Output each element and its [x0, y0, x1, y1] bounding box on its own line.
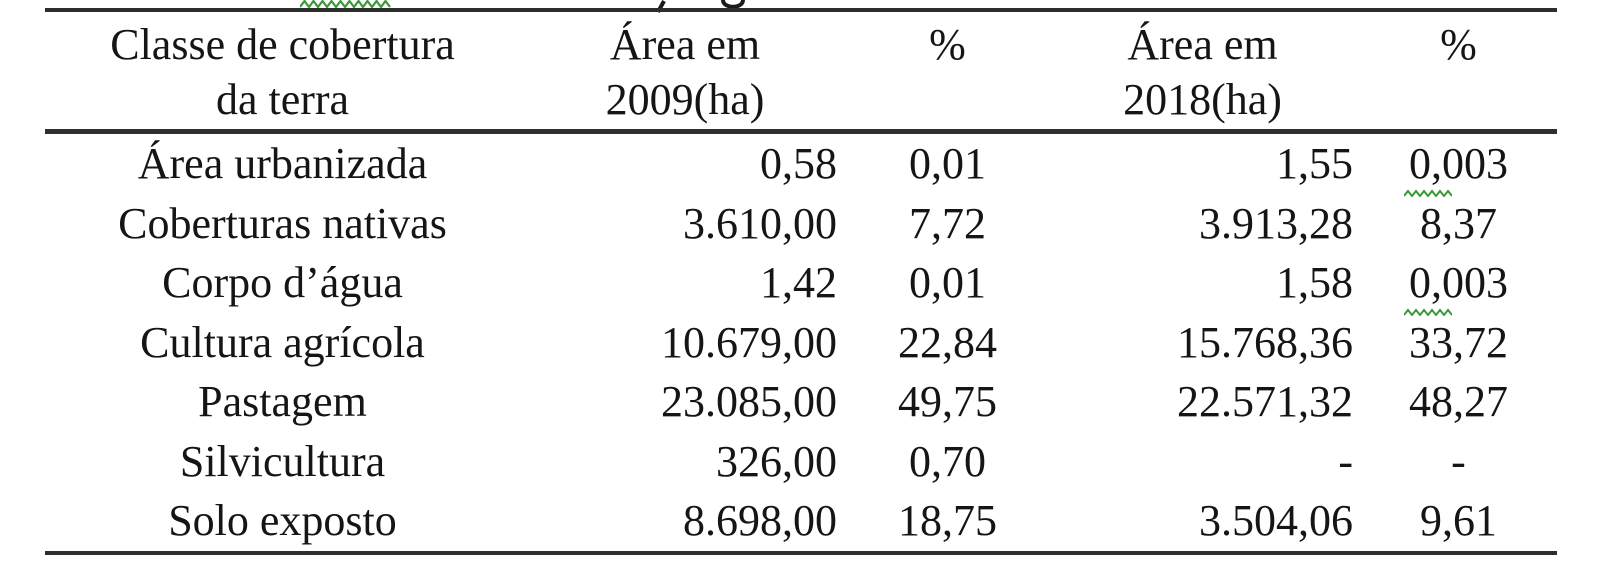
- header-area-2018: Área em 2018(ha): [1045, 12, 1360, 129]
- cell-pct-2018: 0,003: [1360, 253, 1557, 317]
- header-classe-line2: da terra: [215, 75, 350, 124]
- spellcheck-squiggle: [1404, 308, 1452, 317]
- spellcheck-squiggle: [1404, 189, 1452, 198]
- cell-area-2018: -: [1338, 436, 1353, 486]
- header-area-2018-line2: 2018(ha): [1123, 75, 1282, 124]
- cell-classe: Pastagem: [198, 377, 367, 427]
- table-body: Área urbanizada 0,58 0,01 1,55 0,003 Cob…: [45, 134, 1557, 551]
- cell-area-2009: 23.085,00: [661, 377, 837, 427]
- cell-pct-2009: 0,70: [909, 436, 986, 486]
- cell-area-2018: 15.768,36: [1177, 317, 1353, 367]
- cell-classe: Silvicultura: [179, 436, 386, 486]
- header-pct-2018: %: [1440, 20, 1477, 69]
- cell-area-2018: 3.504,06: [1199, 496, 1353, 546]
- cell-classe: Coberturas nativas: [118, 198, 447, 248]
- cell-area-2009: 3.610,00: [683, 198, 837, 248]
- cell-pct-2009: 49,75: [898, 377, 997, 427]
- header-area-2018-line1: Área em: [1127, 20, 1278, 69]
- header-classe: Classe de cobertura da terra: [45, 12, 520, 129]
- cell-pct-2018: 8,37: [1420, 198, 1497, 248]
- table-row-corpo-dagua: Corpo d’água 1,42 0,01 1,58 0,003: [45, 253, 1557, 317]
- cell-area-2018: 1,55: [1276, 139, 1353, 189]
- cell-classe: Cultura agrícola: [140, 317, 425, 367]
- cell-pct-2018: 48,27: [1409, 377, 1508, 427]
- table-row-cultura-agricola: Cultura agrícola 10.679,00 22,84 15.768,…: [45, 313, 1557, 373]
- cell-classe: Área urbanizada: [137, 139, 428, 189]
- header-area-2009: Área em 2009(ha): [520, 12, 850, 129]
- header-pct-2009: %: [929, 20, 966, 69]
- cell-area-2018: 22.571,32: [1177, 377, 1353, 427]
- header-area-2009-line2: 2009(ha): [605, 75, 765, 124]
- cell-area-2009: 10.679,00: [661, 317, 837, 367]
- cell-pct-2009: 18,75: [898, 496, 997, 546]
- header-classe-line1: Classe de cobertura: [110, 20, 455, 69]
- cell-classe: Corpo d’água: [162, 258, 403, 308]
- header-area-2009-line1: Área em: [609, 20, 761, 69]
- cell-pct-2009: 7,72: [909, 198, 986, 248]
- table-header-row: Classe de cobertura da terra Área em 200…: [45, 12, 1557, 134]
- cell-pct-2018: 9,61: [1420, 496, 1497, 546]
- cell-pct-2018: 0,003: [1360, 134, 1557, 198]
- spellcheck-squiggle-top-cropped: [300, 0, 391, 8]
- cell-pct-2009: 0,01: [909, 258, 986, 308]
- cell-area-2009: 326,00: [716, 436, 837, 486]
- table-row-area-urbanizada: Área urbanizada 0,58 0,01 1,55 0,003: [45, 134, 1557, 198]
- cell-area-2009: 0,58: [760, 139, 837, 189]
- table-row-pastagem: Pastagem 23.085,00 49,75 22.571,32 48,27: [45, 372, 1557, 432]
- table-row-coberturas-nativas: Coberturas nativas 3.610,00 7,72 3.913,2…: [45, 194, 1557, 254]
- cell-pct-2018: 33,72: [1409, 317, 1508, 367]
- cell-area-2009: 1,42: [760, 258, 837, 308]
- cell-area-2018: 1,58: [1276, 258, 1353, 308]
- table-row-solo-exposto: Solo exposto 8.698,00 18,75 3.504,06 9,6…: [45, 491, 1557, 551]
- cell-area-2018: 3.913,28: [1199, 198, 1353, 248]
- cell-area-2009: 8.698,00: [683, 496, 837, 546]
- table-row-silvicultura: Silvicultura 326,00 0,70 - -: [45, 432, 1557, 492]
- cell-pct-2009: 22,84: [898, 317, 997, 367]
- cell-pct-2009: 0,01: [909, 139, 986, 189]
- land-cover-table: Classe de cobertura da terra Área em 200…: [45, 8, 1557, 555]
- cell-pct-2018: -: [1451, 436, 1466, 486]
- cell-classe: Solo exposto: [168, 496, 397, 546]
